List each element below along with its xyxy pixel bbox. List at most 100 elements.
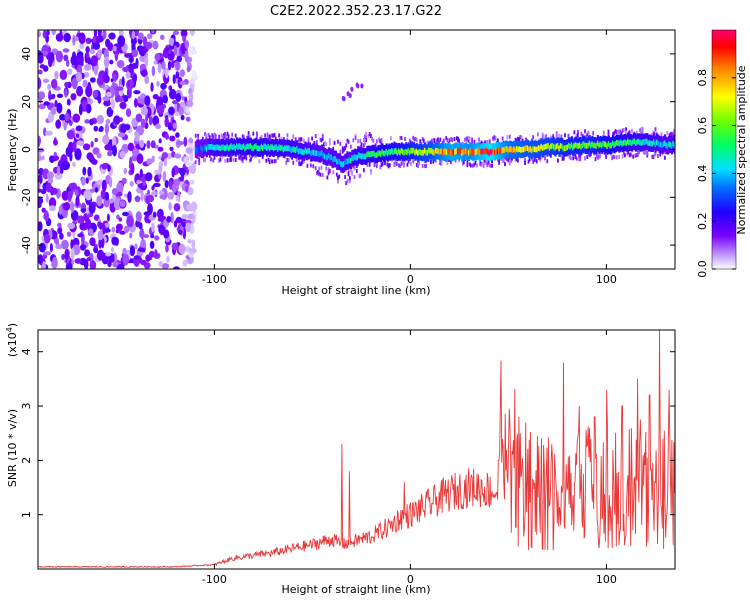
heatmap-track-core: [370, 151, 373, 157]
heatmap-track-core: [548, 145, 551, 151]
heatmap-noise-blob: [64, 112, 70, 122]
heatmap-track-core: [570, 142, 573, 149]
heatmap-track-core: [559, 143, 562, 149]
heatmap-noise-blob: [54, 99, 58, 108]
heatmap-halo-cell: [485, 161, 488, 166]
heatmap-halo-cell: [507, 158, 510, 163]
heatmap-noise-blob: [38, 69, 43, 75]
heatmap-halo-cell: [466, 136, 469, 141]
heatmap-halo-cell: [479, 161, 482, 166]
heatmap-track-core: [399, 149, 402, 156]
heatmap-noise-blob: [172, 30, 180, 36]
heatmap-halo-cell: [230, 155, 232, 160]
heatmap-halo-cell: [486, 140, 489, 144]
heatmap-track-core: [599, 141, 602, 148]
heatmap-halo-cell: [266, 136, 269, 141]
heatmap-track-core: [304, 147, 307, 153]
heatmap-track-core: [602, 140, 605, 147]
heatmap-halo-cell: [628, 130, 631, 135]
heatmap-noise-blob: [101, 163, 108, 170]
heatmap-track-core: [307, 148, 310, 154]
heatmap-noise-blob: [118, 217, 123, 222]
heatmap-halo-cell: [448, 138, 451, 143]
heatmap-noise-blob: [139, 168, 143, 178]
heatmap-track-core: [415, 148, 418, 155]
heatmap-track-core: [440, 148, 443, 155]
heatmap-noise-blob: [150, 234, 155, 239]
heatmap-noise-blob: [103, 74, 110, 84]
heatmap-track-core: [499, 148, 502, 155]
heatmap-track-core: [323, 153, 326, 160]
heatmap-halo-cell: [592, 131, 595, 136]
snr-panel: -100 0 100 1 2 3 4 Height of straight line (k…: [5, 323, 676, 596]
heatmap-track-core: [644, 138, 647, 145]
heatmap-halo-cell: [339, 149, 342, 154]
heatmap-noise-blob: [58, 205, 63, 216]
heatmap-noise-blob: [83, 64, 92, 71]
heatmap-halo-cell: [430, 140, 432, 145]
heatmap-halo-cell: [207, 132, 210, 137]
heatmap-track-core: [371, 150, 374, 157]
heatmap-halo-cell: [641, 126, 644, 131]
heatmap-track-core: [478, 150, 481, 156]
heatmap-noise-blob: [97, 30, 102, 38]
heatmap-track-core: [596, 140, 599, 147]
heatmap-halo-cell: [346, 179, 349, 184]
heatmap-halo-cell: [403, 163, 405, 168]
heatmap-track-core: [657, 140, 660, 146]
heatmap-halo-cell: [542, 134, 545, 139]
heatmap-track-core: [274, 144, 277, 151]
heatmap-track-core: [425, 149, 428, 156]
heatmap-halo-cell: [388, 163, 391, 168]
heatmap-noise-blob: [93, 30, 98, 38]
heatmap-halo-cell: [634, 153, 637, 158]
heatmap-halo-cell: [205, 136, 208, 141]
heatmap-noise-blob: [137, 183, 144, 189]
heatmap-halo-cell: [652, 130, 655, 135]
heatmap-track-core: [655, 139, 658, 146]
heatmap-track-core: [664, 140, 667, 147]
heatmap-halo-cell: [417, 164, 419, 169]
heatmap-halo-cell: [355, 169, 358, 173]
heatmap-track-core: [510, 146, 513, 153]
heatmap-noise-blob: [75, 133, 80, 138]
heatmap-noise-blob: [180, 30, 188, 38]
heatmap-track-core: [208, 144, 211, 150]
heatmap-noise-blob: [41, 155, 45, 161]
heatmap-halo-cell: [327, 171, 330, 176]
heatmap-halo-cell: [425, 164, 428, 169]
heatmap-track-core: [318, 151, 321, 157]
heatmap-halo-cell: [446, 138, 449, 142]
heatmap-noise-blob: [117, 35, 126, 47]
heatmap-halo-cell: [514, 137, 517, 142]
heatmap-noise-blob: [64, 88, 68, 98]
heatmap-noise-blob: [174, 153, 182, 159]
heatmap-noise-blob: [90, 55, 98, 67]
heatmap-halo-cell: [619, 129, 622, 134]
heatmap-halo-cell: [555, 133, 558, 137]
heatmap-noise-blob: [167, 191, 175, 199]
heatmap-noise-blob: [137, 32, 144, 40]
heatmap-halo-cell: [407, 159, 410, 164]
heatmap-noise-blob: [84, 119, 90, 124]
heatmap-noise-blob: [143, 234, 149, 239]
heatmap-track-core: [544, 143, 547, 150]
heatmap-halo-cell: [328, 169, 331, 173]
heatmap-noise-blob: [85, 37, 92, 44]
heatmap-halo-cell: [400, 136, 403, 141]
colorbar-tick-label: 0.6: [696, 117, 709, 135]
snr-x-label: Height of straight line (km): [281, 583, 430, 596]
heatmap-track-core: [445, 149, 449, 156]
heatmap-track-core: [356, 154, 359, 161]
heatmap-track-core: [456, 148, 460, 154]
heatmap-noise-blob: [68, 182, 77, 190]
heatmap-noise-blob: [121, 76, 125, 88]
heatmap-halo-cell: [399, 164, 402, 169]
heatmap-halo-cell: [197, 133, 199, 138]
heatmap-track-core: [432, 149, 435, 155]
heatmap-noise-blob: [66, 98, 71, 106]
heatmap-halo-cell: [226, 158, 229, 163]
heatmap-track-core: [651, 140, 654, 147]
heatmap-noise-blob: [92, 147, 100, 155]
heatmap-track-core: [441, 149, 444, 155]
